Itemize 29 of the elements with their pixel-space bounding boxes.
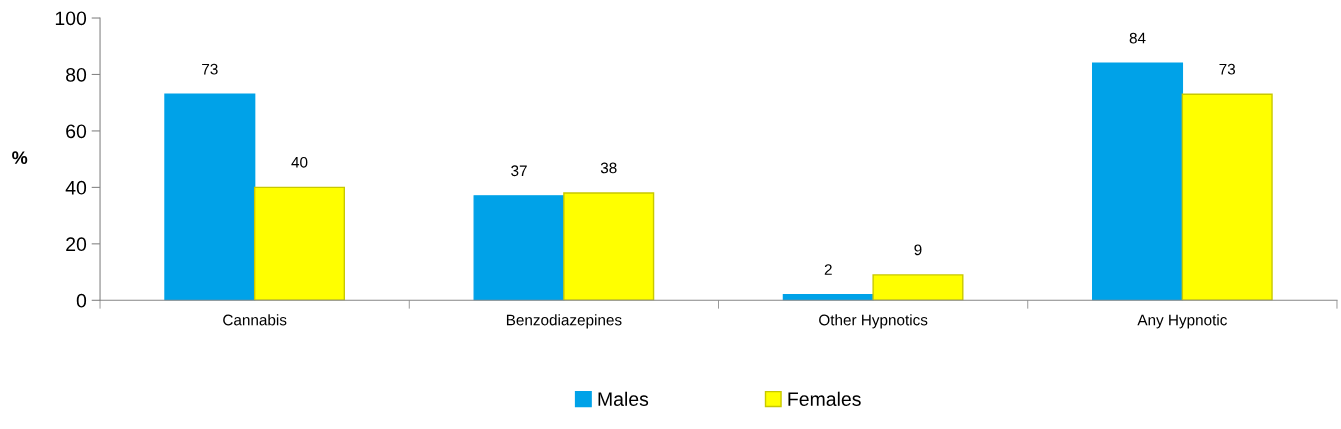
bar [1181, 93, 1273, 301]
data-label: 38 [600, 162, 617, 174]
bar [872, 274, 964, 301]
y-axis-title: % [12, 151, 28, 164]
y-tick-label: 80 [66, 67, 87, 82]
data-label: 73 [202, 63, 218, 75]
x-tick-label: Benzodiazepines [506, 314, 622, 329]
legend-label: Females [788, 391, 861, 406]
x-tick-label: Cannabis [223, 314, 287, 326]
bar [782, 293, 874, 301]
y-tick-label: 60 [66, 124, 87, 139]
data-label: 37 [511, 165, 527, 177]
y-tick-label: 100 [55, 11, 87, 26]
data-label: 40 [291, 156, 308, 168]
y-tick-label: 20 [66, 237, 87, 252]
bar [473, 195, 565, 301]
data-label: 9 [914, 244, 922, 256]
data-label: 84 [1129, 32, 1146, 44]
bar [253, 186, 346, 301]
bar [1091, 62, 1184, 301]
bar [164, 93, 256, 301]
x-tick-label: Other Hypnotics [819, 314, 928, 329]
bar [563, 192, 655, 301]
data-label: 2 [824, 264, 832, 275]
y-tick-label: 40 [65, 180, 87, 195]
y-tick-label: 0 [76, 293, 87, 308]
legend-label: Males [598, 391, 649, 406]
data-label: 73 [1219, 63, 1236, 75]
x-tick-label: Any Hypnotic [1137, 314, 1227, 329]
